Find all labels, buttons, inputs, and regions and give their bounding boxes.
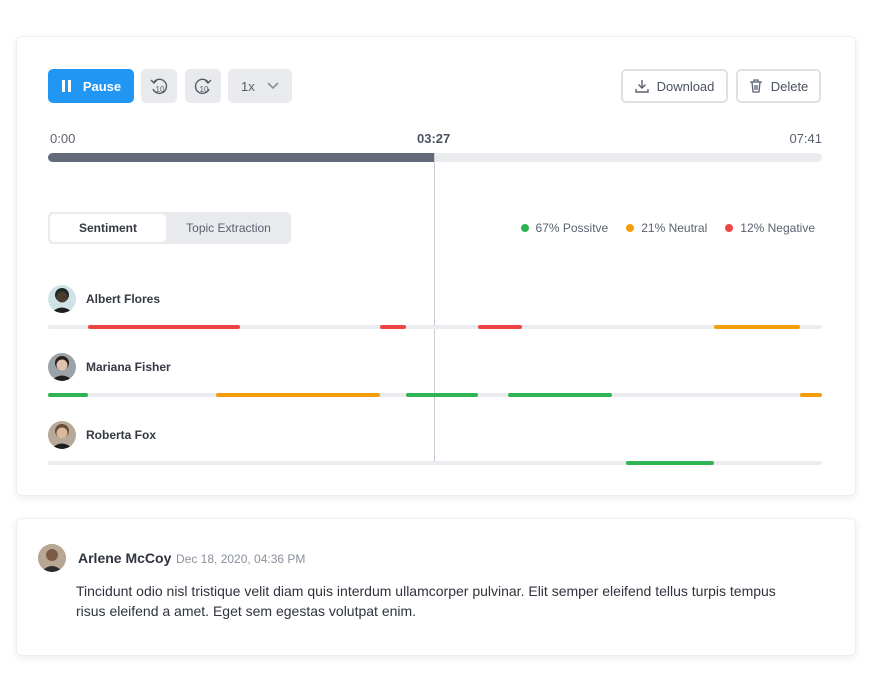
- skip-forward-icon: [194, 78, 212, 95]
- comment-date: Dec 18, 2020, 04:36 PM: [176, 552, 306, 566]
- skip-forward-label: 10: [199, 84, 209, 94]
- sentiment-segment: [478, 325, 522, 329]
- speaker-track: [48, 325, 822, 329]
- sentiment-segment: [800, 393, 822, 397]
- avatar-figure: [38, 544, 66, 572]
- pause-icon: [61, 80, 71, 92]
- chevron: [267, 82, 279, 90]
- tab[interactable]: Topic Extraction: [186, 221, 271, 235]
- legend-item: 12% Negative: [725, 221, 815, 235]
- skip-back-label: 10: [155, 84, 165, 94]
- time-current: 03:27: [417, 131, 451, 146]
- speaker-avatar: [48, 353, 76, 381]
- playhead: [434, 153, 436, 464]
- legend-dot: [626, 224, 635, 232]
- progress-fill: [48, 153, 435, 162]
- sentiment-segment: [714, 325, 801, 329]
- legend-label: 12% Negative: [740, 221, 815, 235]
- time-end: 07:41: [789, 131, 822, 146]
- delete-icon: [749, 79, 762, 93]
- time-start: 0:00: [50, 131, 76, 146]
- comment-text: Tincidunt odio nisl tristique velit diam…: [76, 583, 776, 619]
- legend-item: 21% Neutral: [626, 221, 707, 235]
- skip-back-icon: [150, 78, 168, 95]
- sentiment-segment: [88, 325, 240, 329]
- avatar-figure: [51, 356, 73, 381]
- skip-back-button[interactable]: 10: [141, 69, 177, 103]
- legend: 67% Possitve 21% Neutral 12% Negative: [520, 221, 815, 235]
- speaker-avatar: [48, 421, 76, 449]
- skip-forward-button[interactable]: 10: [185, 69, 221, 103]
- speed-label: 1x: [241, 78, 255, 94]
- tab[interactable]: Sentiment: [50, 214, 166, 242]
- legend-dot: [725, 224, 734, 232]
- speaker-track: [48, 393, 822, 397]
- player-card: Pause 10 10 1x Download Delete 0:00 03:2…: [16, 36, 856, 496]
- sentiment-segment: [507, 393, 613, 397]
- legend-dot: [520, 224, 529, 232]
- speaker-name: Mariana Fisher: [86, 360, 171, 374]
- speaker-avatar: [48, 285, 76, 313]
- delete-label: Delete: [770, 78, 809, 94]
- speaker-name: Albert Flores: [86, 292, 161, 306]
- speaker-name: Roberta Fox: [86, 428, 157, 442]
- sentiment-segment: [626, 461, 715, 465]
- avatar-figure: [51, 424, 73, 449]
- download-icon: [634, 80, 649, 93]
- speaker-track: [48, 461, 822, 465]
- sentiment-segment: [48, 393, 89, 397]
- download-button[interactable]: Download: [621, 69, 728, 103]
- avatar-figure: [51, 288, 73, 313]
- pause-button[interactable]: Pause: [48, 69, 134, 103]
- legend-label: 21% Neutral: [641, 221, 708, 235]
- comment-card: Arlene McCoy Dec 18, 2020, 04:36 PM Tinc…: [16, 518, 856, 656]
- legend-item: 67% Possitve: [520, 221, 609, 235]
- sentiment-segment: [215, 393, 381, 397]
- download-label: Download: [656, 78, 715, 94]
- tab-group: Sentiment Topic Extraction: [48, 212, 291, 244]
- delete-button[interactable]: Delete: [736, 69, 821, 103]
- sentiment-segment: [406, 393, 479, 397]
- pause-label: Pause: [82, 78, 122, 94]
- comment-avatar: [38, 544, 66, 572]
- comment-author: Arlene McCoy: [78, 550, 172, 566]
- sentiment-segment: [380, 325, 407, 329]
- legend-label: 67% Possitve: [535, 221, 609, 235]
- speed-select[interactable]: 1x: [228, 69, 292, 103]
